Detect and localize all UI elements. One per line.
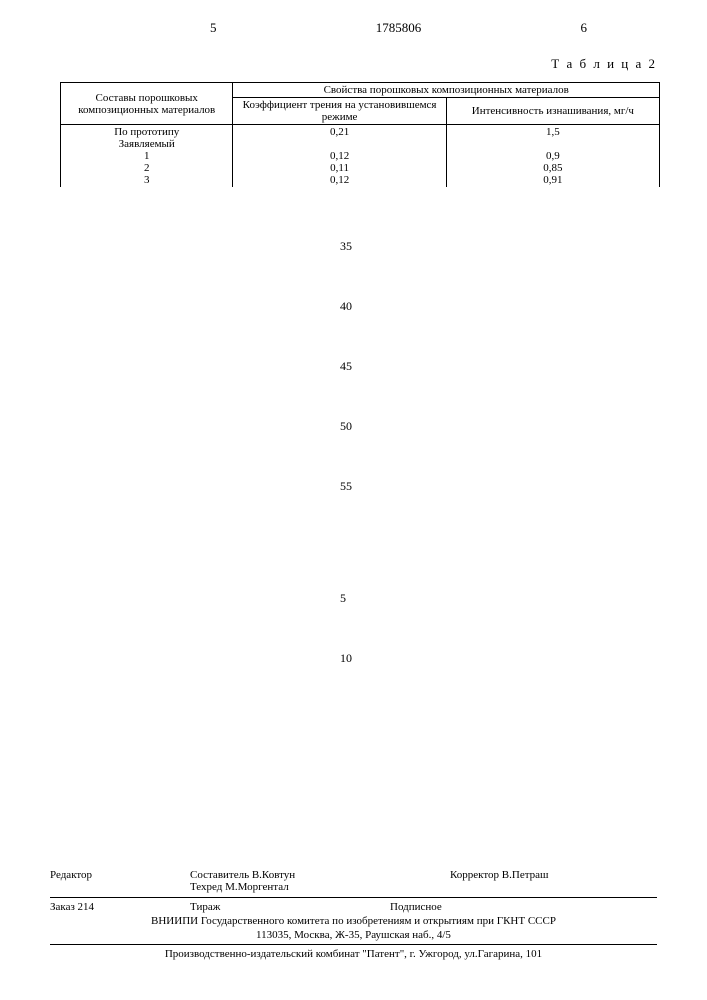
publisher: Производственно-издательский комбинат "П… (50, 948, 657, 960)
subscription: Подписное (390, 901, 442, 913)
header-left: 5 (210, 20, 217, 36)
table-header-properties: Свойства порошковых композиционных матер… (233, 83, 660, 98)
tirage: Тираж (190, 901, 390, 913)
table-header-compositions: Составы порошковых композиционных матери… (61, 83, 233, 125)
table-col-friction: 0,21 0,12 0,11 0,12 (233, 125, 446, 188)
table-header-wear: Интенсивность изнашивания, мг/ч (446, 98, 659, 125)
institute-address: 113035, Москва, Ж-35, Раушская наб., 4/5 (50, 929, 657, 941)
institute: ВНИИПИ Государственного комитета по изоб… (50, 915, 657, 927)
table-header-friction: Коэффициент трения на установившемся реж… (233, 98, 446, 125)
data-table: Составы порошковых композиционных матери… (60, 82, 660, 187)
header-right: 6 (581, 20, 588, 36)
footer-divider (50, 897, 657, 898)
order-number: Заказ 214 (50, 901, 190, 913)
footer-divider (50, 944, 657, 945)
header-center: 1785806 (376, 20, 422, 36)
page-header: 5 1785806 6 (0, 0, 707, 36)
table-col-wear: 1,5 0,9 0,85 0,91 (446, 125, 659, 188)
editor-label: Редактор (50, 869, 190, 893)
corrector: Корректор В.Петраш (450, 869, 549, 893)
line-numbers: 35 40 45 50 55 5 10 (340, 240, 352, 712)
footer: Редактор Составитель В.Ковтун Техред М.М… (50, 869, 657, 960)
compiler: Составитель В.Ковтун (190, 869, 450, 881)
table-caption: Т а б л и ц а 2 (0, 56, 707, 72)
table-row: По прототипу Заявляемый 1 2 3 (61, 125, 233, 188)
techred: Техред М.Моргентал (190, 881, 450, 893)
